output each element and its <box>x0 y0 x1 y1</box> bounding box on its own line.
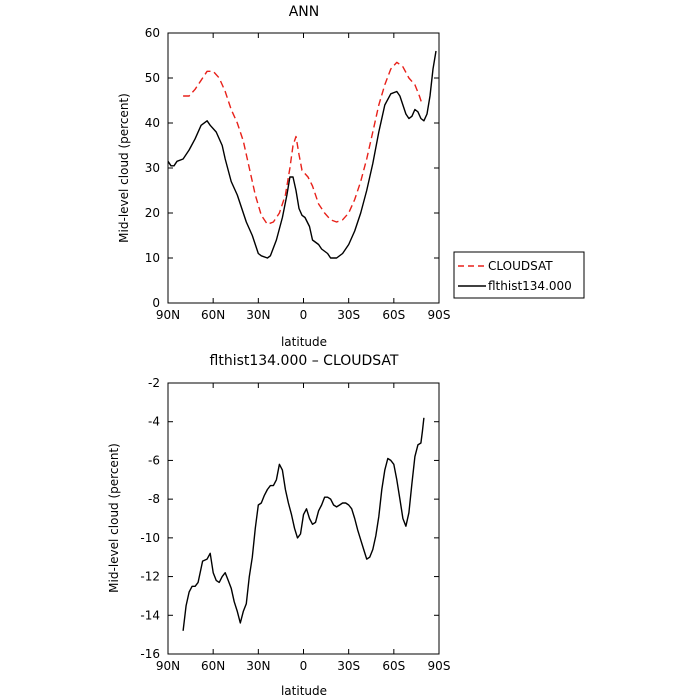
top-x-tick-label: 90S <box>428 308 451 322</box>
legend-label-cloudsat: CLOUDSAT <box>488 259 553 273</box>
legend-label-flthist: flthist134.000 <box>488 279 572 293</box>
bottom-chart-title: flthist134.000 – CLOUDSAT <box>210 353 399 369</box>
bottom-panel: flthist134.000 – CLOUDSAT 90N 60N 30N 0 30S 6… <box>107 353 450 698</box>
bottom-x-axis-label: latitude <box>281 684 327 698</box>
bottom-y-axis-label: Mid-level cloud (percent) <box>107 443 121 593</box>
top-series-group <box>167 50 437 259</box>
top-x-tick-label: 30S <box>337 308 360 322</box>
bottom-x-tick-label: 30S <box>337 659 360 673</box>
bottom-x-tick-label: 90S <box>428 659 451 673</box>
top-axis-ticks: 90N 60N 30N 0 30S 60S 90S 0 10 20 30 40 50 60 <box>145 26 451 322</box>
bottom-y-tick-label: -8 <box>148 492 160 506</box>
legend: CLOUDSAT flthist134.000 <box>453 251 585 299</box>
top-y-tick-label: 30 <box>145 161 160 175</box>
bottom-series-group <box>182 417 425 631</box>
bottom-y-tick-label: -6 <box>148 453 160 467</box>
top-plot-frame <box>167 32 440 304</box>
top-y-tick-label: 60 <box>145 26 160 40</box>
bottom-x-tick-label: 0 <box>300 659 308 673</box>
top-x-tick-label: 60N <box>201 308 225 322</box>
bottom-x-tick-label: 30N <box>246 659 270 673</box>
bottom-y-tick-label: -16 <box>140 647 160 661</box>
top-y-tick-label: 10 <box>145 251 160 265</box>
bottom-series-line-difference <box>182 417 425 631</box>
bottom-y-tick-label: -14 <box>140 608 160 622</box>
top-x-tick-label: 90N <box>156 308 180 322</box>
top-series-line-flthist134-000 <box>167 50 437 259</box>
bottom-y-tick-label: -2 <box>148 376 160 390</box>
top-x-tick-label: 0 <box>300 308 308 322</box>
bottom-y-tick-label: -4 <box>148 415 160 429</box>
top-x-tick-label: 30N <box>246 308 270 322</box>
top-x-tick-label: 60S <box>382 308 405 322</box>
top-panel: ANN 90N 60N 30N 0 30S 60S 90S 0 10 20 30 40 50 60 lat… <box>117 4 450 349</box>
bottom-y-tick-label: -10 <box>140 531 160 545</box>
top-chart-title: ANN <box>289 4 320 20</box>
top-x-axis-label: latitude <box>281 335 327 349</box>
bottom-x-tick-label: 60S <box>382 659 405 673</box>
legend-box <box>453 251 585 299</box>
top-y-axis-label: Mid-level cloud (percent) <box>117 93 131 243</box>
bottom-x-tick-label: 90N <box>156 659 180 673</box>
bottom-axis-ticks: 90N 60N 30N 0 30S 60S 90S -16 -14 -12 -10 -8 -6 -4 -2 <box>140 376 450 673</box>
bottom-x-tick-label: 60N <box>201 659 225 673</box>
top-y-tick-label: 20 <box>145 206 160 220</box>
top-y-tick-label: 50 <box>145 71 160 85</box>
top-y-tick-label: 40 <box>145 116 160 130</box>
top-series-line-cloudsat <box>183 61 424 226</box>
bottom-y-tick-label: -12 <box>140 570 160 584</box>
top-y-tick-label: 0 <box>152 296 160 310</box>
